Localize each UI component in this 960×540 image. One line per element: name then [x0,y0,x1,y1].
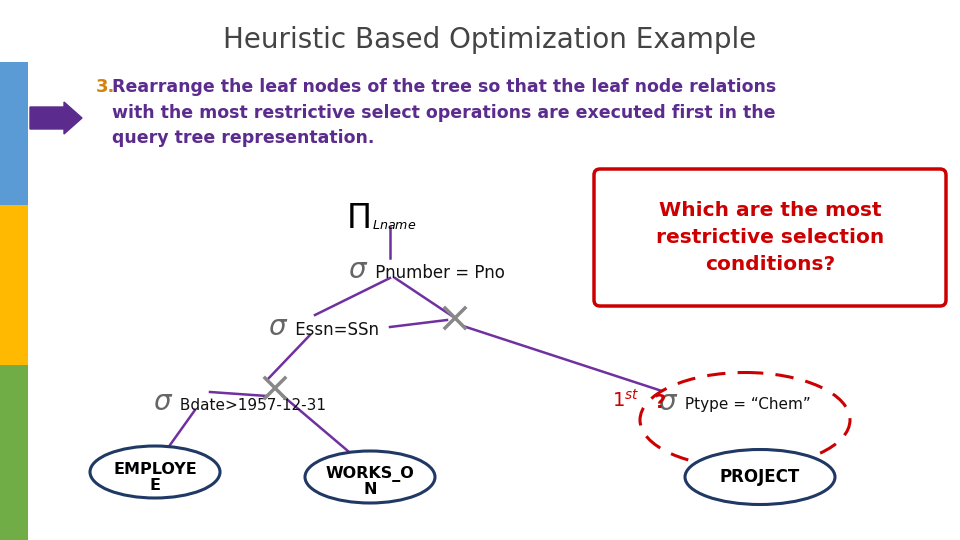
Text: ?: ? [648,394,666,413]
Text: Which are the most
restrictive selection
conditions?: Which are the most restrictive selection… [656,201,884,273]
Bar [0,62,28,205]
Ellipse shape [685,449,835,504]
Bar [0,365,28,540]
Text: $\sigma$: $\sigma$ [348,256,368,284]
Text: EMPLOYE: EMPLOYE [113,462,197,476]
FancyArrow shape [30,102,82,134]
Text: 3.: 3. [96,78,115,96]
Bar [0,205,28,365]
Text: Heuristic Based Optimization Example: Heuristic Based Optimization Example [224,26,756,54]
Text: PROJECT: PROJECT [720,468,800,486]
Text: Rearrange the leaf nodes of the tree so that the leaf node relations
with the mo: Rearrange the leaf nodes of the tree so … [112,78,777,147]
Text: $\sigma$: $\sigma$ [658,388,678,416]
Ellipse shape [90,446,220,498]
Text: $\sigma$: $\sigma$ [268,313,288,341]
Ellipse shape [640,373,850,468]
Text: Essn=SSn: Essn=SSn [290,321,379,339]
Text: Pnumber = Pno: Pnumber = Pno [370,264,505,282]
Text: Bdate>1957-12-31: Bdate>1957-12-31 [175,397,326,413]
Text: N: N [363,483,376,497]
FancyBboxPatch shape [594,169,946,306]
Text: $1^{st}$: $1^{st}$ [612,389,639,411]
Text: WORKS_O: WORKS_O [325,466,415,482]
Text: $\Pi$: $\Pi$ [347,202,370,235]
Text: $\sigma$: $\sigma$ [153,388,173,416]
Text: E: E [150,477,160,492]
Ellipse shape [305,451,435,503]
Text: Ptype = “Chem”: Ptype = “Chem” [680,397,811,413]
Text: $_{Lname}$: $_{Lname}$ [372,214,417,232]
